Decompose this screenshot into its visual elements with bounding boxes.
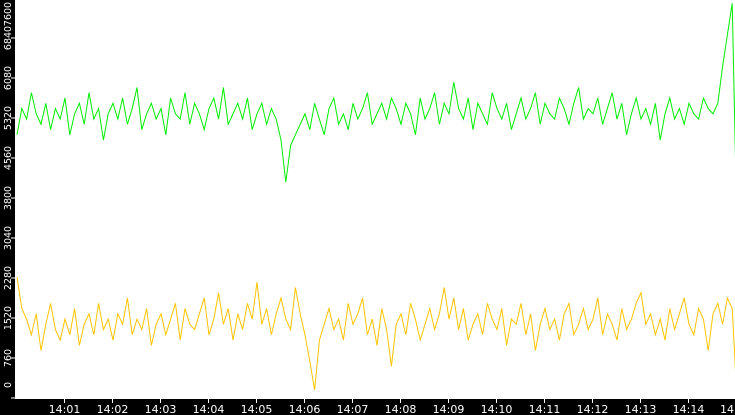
x-tick-label: 14:09 <box>433 403 465 415</box>
series-line-0 <box>16 3 735 183</box>
x-tick-label: 14:10 <box>481 403 513 415</box>
x-tick-label: 14:01 <box>49 403 81 415</box>
x-tick-label: 14:06 <box>289 403 321 415</box>
y-tick-label: 0 <box>3 382 14 388</box>
series-line-1 <box>16 276 735 391</box>
y-axis-strip <box>0 0 15 415</box>
x-axis: 14:01 14:02 14:03 14:04 14:05 14:06 14:07 14:08… <box>49 399 734 415</box>
x-tick-label: 14:11 <box>529 403 561 415</box>
series-group <box>16 3 735 391</box>
x-tick-label: 14 <box>720 403 734 415</box>
y-tick-label: 3040 <box>3 226 14 250</box>
x-tick-label: 14:13 <box>625 403 657 415</box>
y-tick-label: 2280 <box>3 266 14 290</box>
y-tick-label: 760 <box>3 349 14 367</box>
y-tick-label: 7600 <box>3 2 14 26</box>
x-tick-label: 14:14 <box>673 403 705 415</box>
x-axis-strip <box>0 399 735 415</box>
x-tick-label: 14:03 <box>145 403 177 415</box>
x-tick-label: 14:05 <box>241 403 273 415</box>
y-tick-label: 6840 <box>3 26 14 50</box>
x-tick-label: 14:04 <box>193 403 225 415</box>
y-tick-label: 5320 <box>3 106 14 130</box>
y-tick-label: 6080 <box>3 66 14 90</box>
x-tick-label: 14:08 <box>385 403 417 415</box>
x-tick-label: 14:02 <box>97 403 129 415</box>
y-tick-label: 4560 <box>3 146 14 170</box>
y-tick-label: 3800 <box>3 186 14 210</box>
x-tick-label: 14:07 <box>337 403 369 415</box>
x-tick-label: 14:12 <box>577 403 609 415</box>
y-tick-label: 1520 <box>3 306 14 330</box>
